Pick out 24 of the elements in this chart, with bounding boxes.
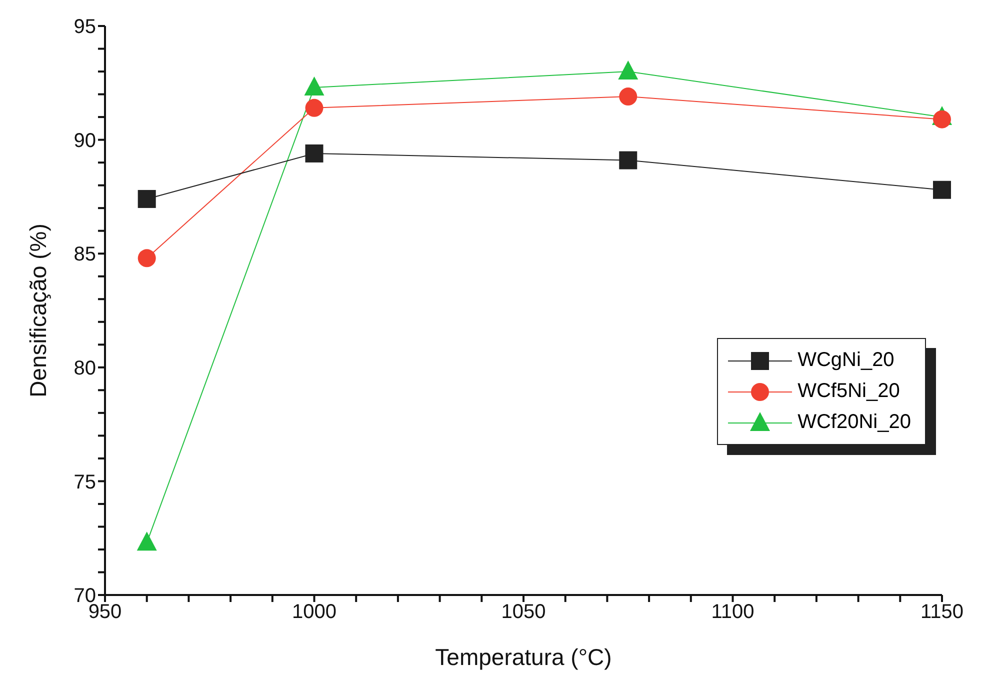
x-tick-label: 1000 <box>292 601 336 624</box>
x-axis-title: Temperatura (°C) <box>435 644 612 670</box>
legend-label: WCgNi_20 <box>798 349 894 372</box>
point <box>619 88 638 106</box>
y-tick-label: 85 <box>74 244 96 266</box>
point <box>305 144 324 162</box>
y-tick-label: 95 <box>74 16 96 38</box>
y-tick-label: 90 <box>74 130 96 152</box>
point <box>136 532 157 551</box>
point <box>138 249 156 268</box>
y-axis-title: Densificação (%) <box>25 224 52 398</box>
x-tick-label: 1150 <box>920 601 964 624</box>
point <box>304 76 324 96</box>
x-tick-label: 1050 <box>501 601 546 624</box>
point <box>138 190 156 208</box>
x-tick-label: 1100 <box>711 601 754 624</box>
y-tick-label: 75 <box>74 471 96 494</box>
point <box>619 151 638 170</box>
legend-label: WCf5Ni_20 <box>798 380 900 403</box>
legend-label: WCf20Ni_20 <box>798 411 911 434</box>
point <box>305 98 324 117</box>
y-tick-label: 80 <box>74 358 96 380</box>
point <box>933 180 951 199</box>
point <box>618 60 638 80</box>
